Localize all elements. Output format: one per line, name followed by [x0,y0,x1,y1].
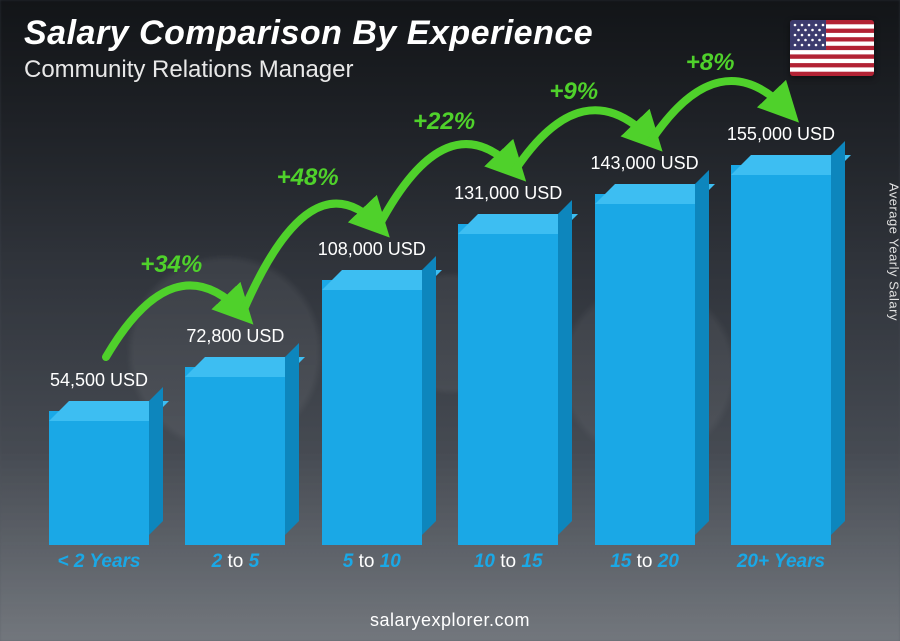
bar-value-label: 155,000 USD [711,124,851,145]
chart-subtitle: Community Relations Manager [24,56,353,84]
bar-side-face [149,387,163,535]
x-axis-label: 5 to 10 [313,551,431,581]
growth-percent-label: +34% [140,251,202,279]
bar-value-label: 54,500 USD [29,370,169,391]
bar: 54,500 USD [49,411,149,545]
growth-percent-label: +8% [686,49,735,77]
bar-chart: 54,500 USD 72,800 USD 108,000 USD 131,000 U… [40,100,840,581]
bar-value-label: 143,000 USD [575,153,715,174]
footer-attribution: salaryexplorer.com [0,610,900,631]
bar: 131,000 USD [458,224,558,545]
bars-container: 54,500 USD 72,800 USD 108,000 USD 131,000 U… [40,125,840,545]
bar-slot: 54,500 USD [40,411,158,545]
bar-side-face [695,170,709,535]
bar-front [595,194,695,545]
bar-side-face [285,343,299,535]
bar-slot: 72,800 USD [176,367,294,545]
bar-front [731,165,831,545]
bar-side-face [558,200,572,535]
bar-front [185,367,285,545]
bar: 72,800 USD [185,367,285,545]
x-axis-label: 10 to 15 [449,551,567,581]
bar-value-label: 72,800 USD [165,326,305,347]
bar-value-label: 131,000 USD [438,183,578,204]
chart-title: Salary Comparison By Experience [24,14,593,53]
bar: 108,000 USD [322,280,422,545]
bar-front [49,411,149,545]
x-axis-label: 20+ Years [722,551,840,581]
bar-side-face [831,141,845,535]
y-axis-label: Average Yearly Salary [887,182,900,320]
x-axis-label: 15 to 20 [586,551,704,581]
infographic-stage: Salary Comparison By Experience Communit… [0,0,900,641]
bar-front [322,280,422,545]
growth-percent-label: +22% [413,108,475,136]
bar: 143,000 USD [595,194,695,545]
bar: 155,000 USD [731,165,831,545]
bar-slot: 155,000 USD [722,165,840,545]
flag-icon [790,20,874,76]
bar-front [458,224,558,545]
bar-side-face [422,256,436,535]
growth-percent-label: +48% [277,164,339,192]
bar-slot: 131,000 USD [449,224,567,545]
growth-percent-label: +9% [549,78,598,106]
x-labels-container: < 2 Years 2 to 5 5 to 10 10 to 15 15 to 20 20… [40,551,840,581]
bar-value-label: 108,000 USD [302,239,442,260]
bar-slot: 108,000 USD [313,280,431,545]
x-axis-label: < 2 Years [40,551,158,581]
bar-slot: 143,000 USD [586,194,704,545]
x-axis-label: 2 to 5 [176,551,294,581]
